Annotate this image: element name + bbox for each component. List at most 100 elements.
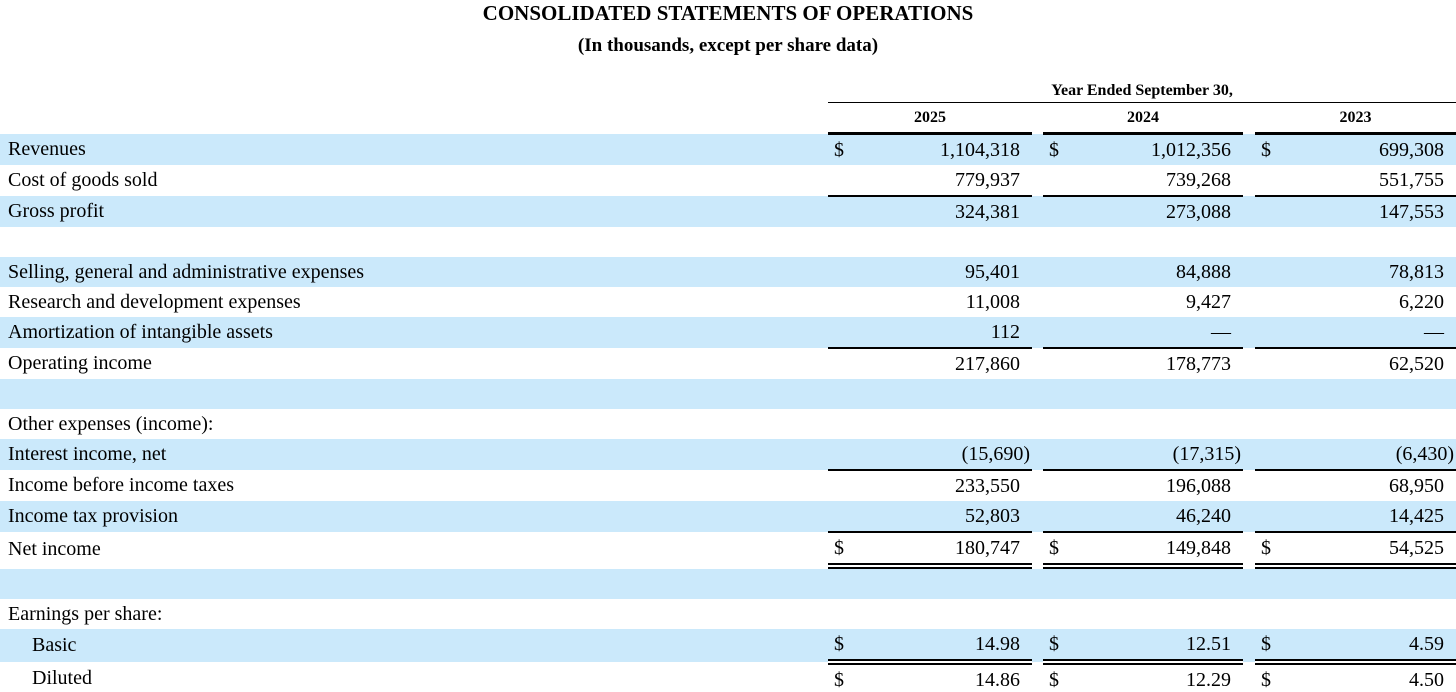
value-2024: 46,240 (1073, 501, 1243, 533)
value-2025: 180,747 (858, 532, 1032, 569)
value-2023: 68,950 (1389, 474, 1445, 497)
value-2025: 14.98 (858, 629, 1032, 665)
value-2023: 6,220 (1399, 290, 1445, 313)
year-header-2023: 2023 (1255, 102, 1456, 135)
period-header: Year Ended September 30, (828, 79, 1456, 103)
dollar-sign-cell (1255, 599, 1285, 629)
value-2025: 52,803 (858, 501, 1032, 533)
dollar-sign-cell: $ (1043, 629, 1073, 665)
column-gutter (1032, 348, 1043, 379)
value-2023: 4.59 (1285, 629, 1456, 665)
column-gutter (1032, 629, 1043, 662)
row-label: Revenues (0, 133, 828, 165)
value-2023: (6,430) (1285, 439, 1456, 471)
value-2025: 324,381 (858, 196, 1032, 227)
dollar-sign-cell: $ (1255, 532, 1285, 569)
dollar-sign-cell (1043, 348, 1073, 379)
value-2024: 1,012,356 (1073, 133, 1243, 165)
empty-label-cell (0, 103, 828, 134)
dollar-sign-cell (1043, 196, 1073, 227)
table-row: Research and development expenses 11,008 9… (0, 287, 1456, 317)
column-gutter (1243, 439, 1255, 470)
dollar-sign-cell (828, 257, 858, 287)
period-header-row: Year Ended September 30, (0, 79, 1456, 103)
dollar-sign-cell (828, 165, 858, 197)
value-2024: 196,088 (1166, 474, 1231, 497)
column-gutter (1243, 317, 1255, 348)
row-label: Income tax provision (0, 501, 828, 532)
column-gutter (1032, 662, 1043, 692)
operations-table: Year Ended September 30, 2025 2024 2023 Re… (0, 79, 1456, 692)
dollar-sign-cell: $ (1261, 668, 1271, 691)
value-2023: 699,308 (1285, 133, 1456, 165)
value-2024: 84,888 (1073, 257, 1243, 287)
dollar-sign-cell (828, 470, 858, 501)
value-2024: 273,088 (1073, 196, 1243, 227)
value-2025: 14.86 (975, 668, 1020, 691)
value-2024: — (1073, 317, 1243, 349)
column-gutter (1032, 501, 1043, 532)
dollar-sign-cell (828, 439, 858, 471)
row-label: Gross profit (0, 196, 828, 227)
dollar-sign-cell (1043, 439, 1073, 471)
value-2024: 9,427 (1186, 290, 1231, 313)
table-row: Income tax provision 52,803 46,240 14,425 (0, 501, 1456, 533)
value-2023: — (1285, 317, 1456, 349)
column-gutter (1243, 165, 1255, 196)
value-2024: 178,773 (1166, 352, 1231, 375)
table-row: Diluted $14.86 $12.29 $4.50 (0, 662, 1456, 692)
dollar-sign-cell (1043, 501, 1073, 533)
dollar-sign-cell (1043, 599, 1073, 629)
table-row: Operating income 217,860 178,773 62,520 (0, 348, 1456, 379)
value-2023: 54,525 (1285, 532, 1456, 569)
dollar-sign-cell (1255, 409, 1285, 439)
table-row: Interest income, net (15,690) (17,315) (6,4… (0, 439, 1456, 471)
value-2023 (1285, 599, 1456, 629)
dollar-sign-cell (1043, 165, 1073, 197)
row-label: Net income (8, 537, 101, 560)
spacer-cell (0, 566, 1456, 599)
column-gutter (1243, 629, 1255, 662)
statement-title: CONSOLIDATED STATEMENTS OF OPERATIONS (482, 1, 974, 25)
dollar-sign-cell (1255, 348, 1285, 379)
value-2024: 149,848 (1073, 532, 1243, 569)
row-label: Other expenses (income): (8, 412, 214, 435)
column-gutter (1032, 165, 1043, 196)
column-gutter (1032, 532, 1043, 566)
spacer-cell (0, 227, 1456, 257)
dollar-sign-cell (828, 317, 858, 349)
table-row: Earnings per share: (0, 599, 1456, 629)
column-gutter (1032, 470, 1043, 501)
table-row: Cost of goods sold 779,937 739,268 551,755 (0, 165, 1456, 197)
table-row: Basic $14.98 $12.51 $4.59 (0, 629, 1456, 665)
column-gutter (1243, 599, 1255, 629)
column-gutter (1243, 409, 1255, 439)
column-gutter (1243, 103, 1255, 134)
value-2025: 779,937 (858, 165, 1032, 197)
dollar-sign-cell (1043, 470, 1073, 501)
value-2023: 147,553 (1285, 196, 1456, 227)
dollar-sign-cell: $ (1043, 532, 1073, 569)
value-2025: 233,550 (955, 474, 1020, 497)
row-label: Selling, general and administrative expe… (0, 257, 828, 287)
dollar-sign-cell (828, 348, 858, 379)
table-row: Net income $180,747 $149,848 $54,525 (0, 532, 1456, 569)
value-2025: (15,690) (858, 439, 1032, 471)
row-label: Cost of goods sold (8, 169, 158, 191)
year-header-2024: 2024 (1043, 102, 1243, 135)
value-2023: 62,520 (1389, 352, 1445, 375)
value-2024: 12.29 (1186, 668, 1231, 691)
column-gutter (1243, 532, 1255, 566)
dollar-sign-cell (1043, 287, 1073, 317)
table-row: Selling, general and administrative expe… (0, 257, 1456, 287)
dollar-sign-cell (1255, 196, 1285, 227)
dollar-sign-cell: $ (828, 133, 858, 165)
dollar-sign-cell: $ (1049, 668, 1059, 691)
year-header-row: 2025 2024 2023 (0, 102, 1456, 135)
dollar-sign-cell (1255, 287, 1285, 317)
column-gutter (1243, 196, 1255, 227)
value-2024 (1073, 599, 1243, 629)
dollar-sign-cell (1255, 165, 1285, 197)
value-2023: 551,755 (1285, 165, 1456, 197)
